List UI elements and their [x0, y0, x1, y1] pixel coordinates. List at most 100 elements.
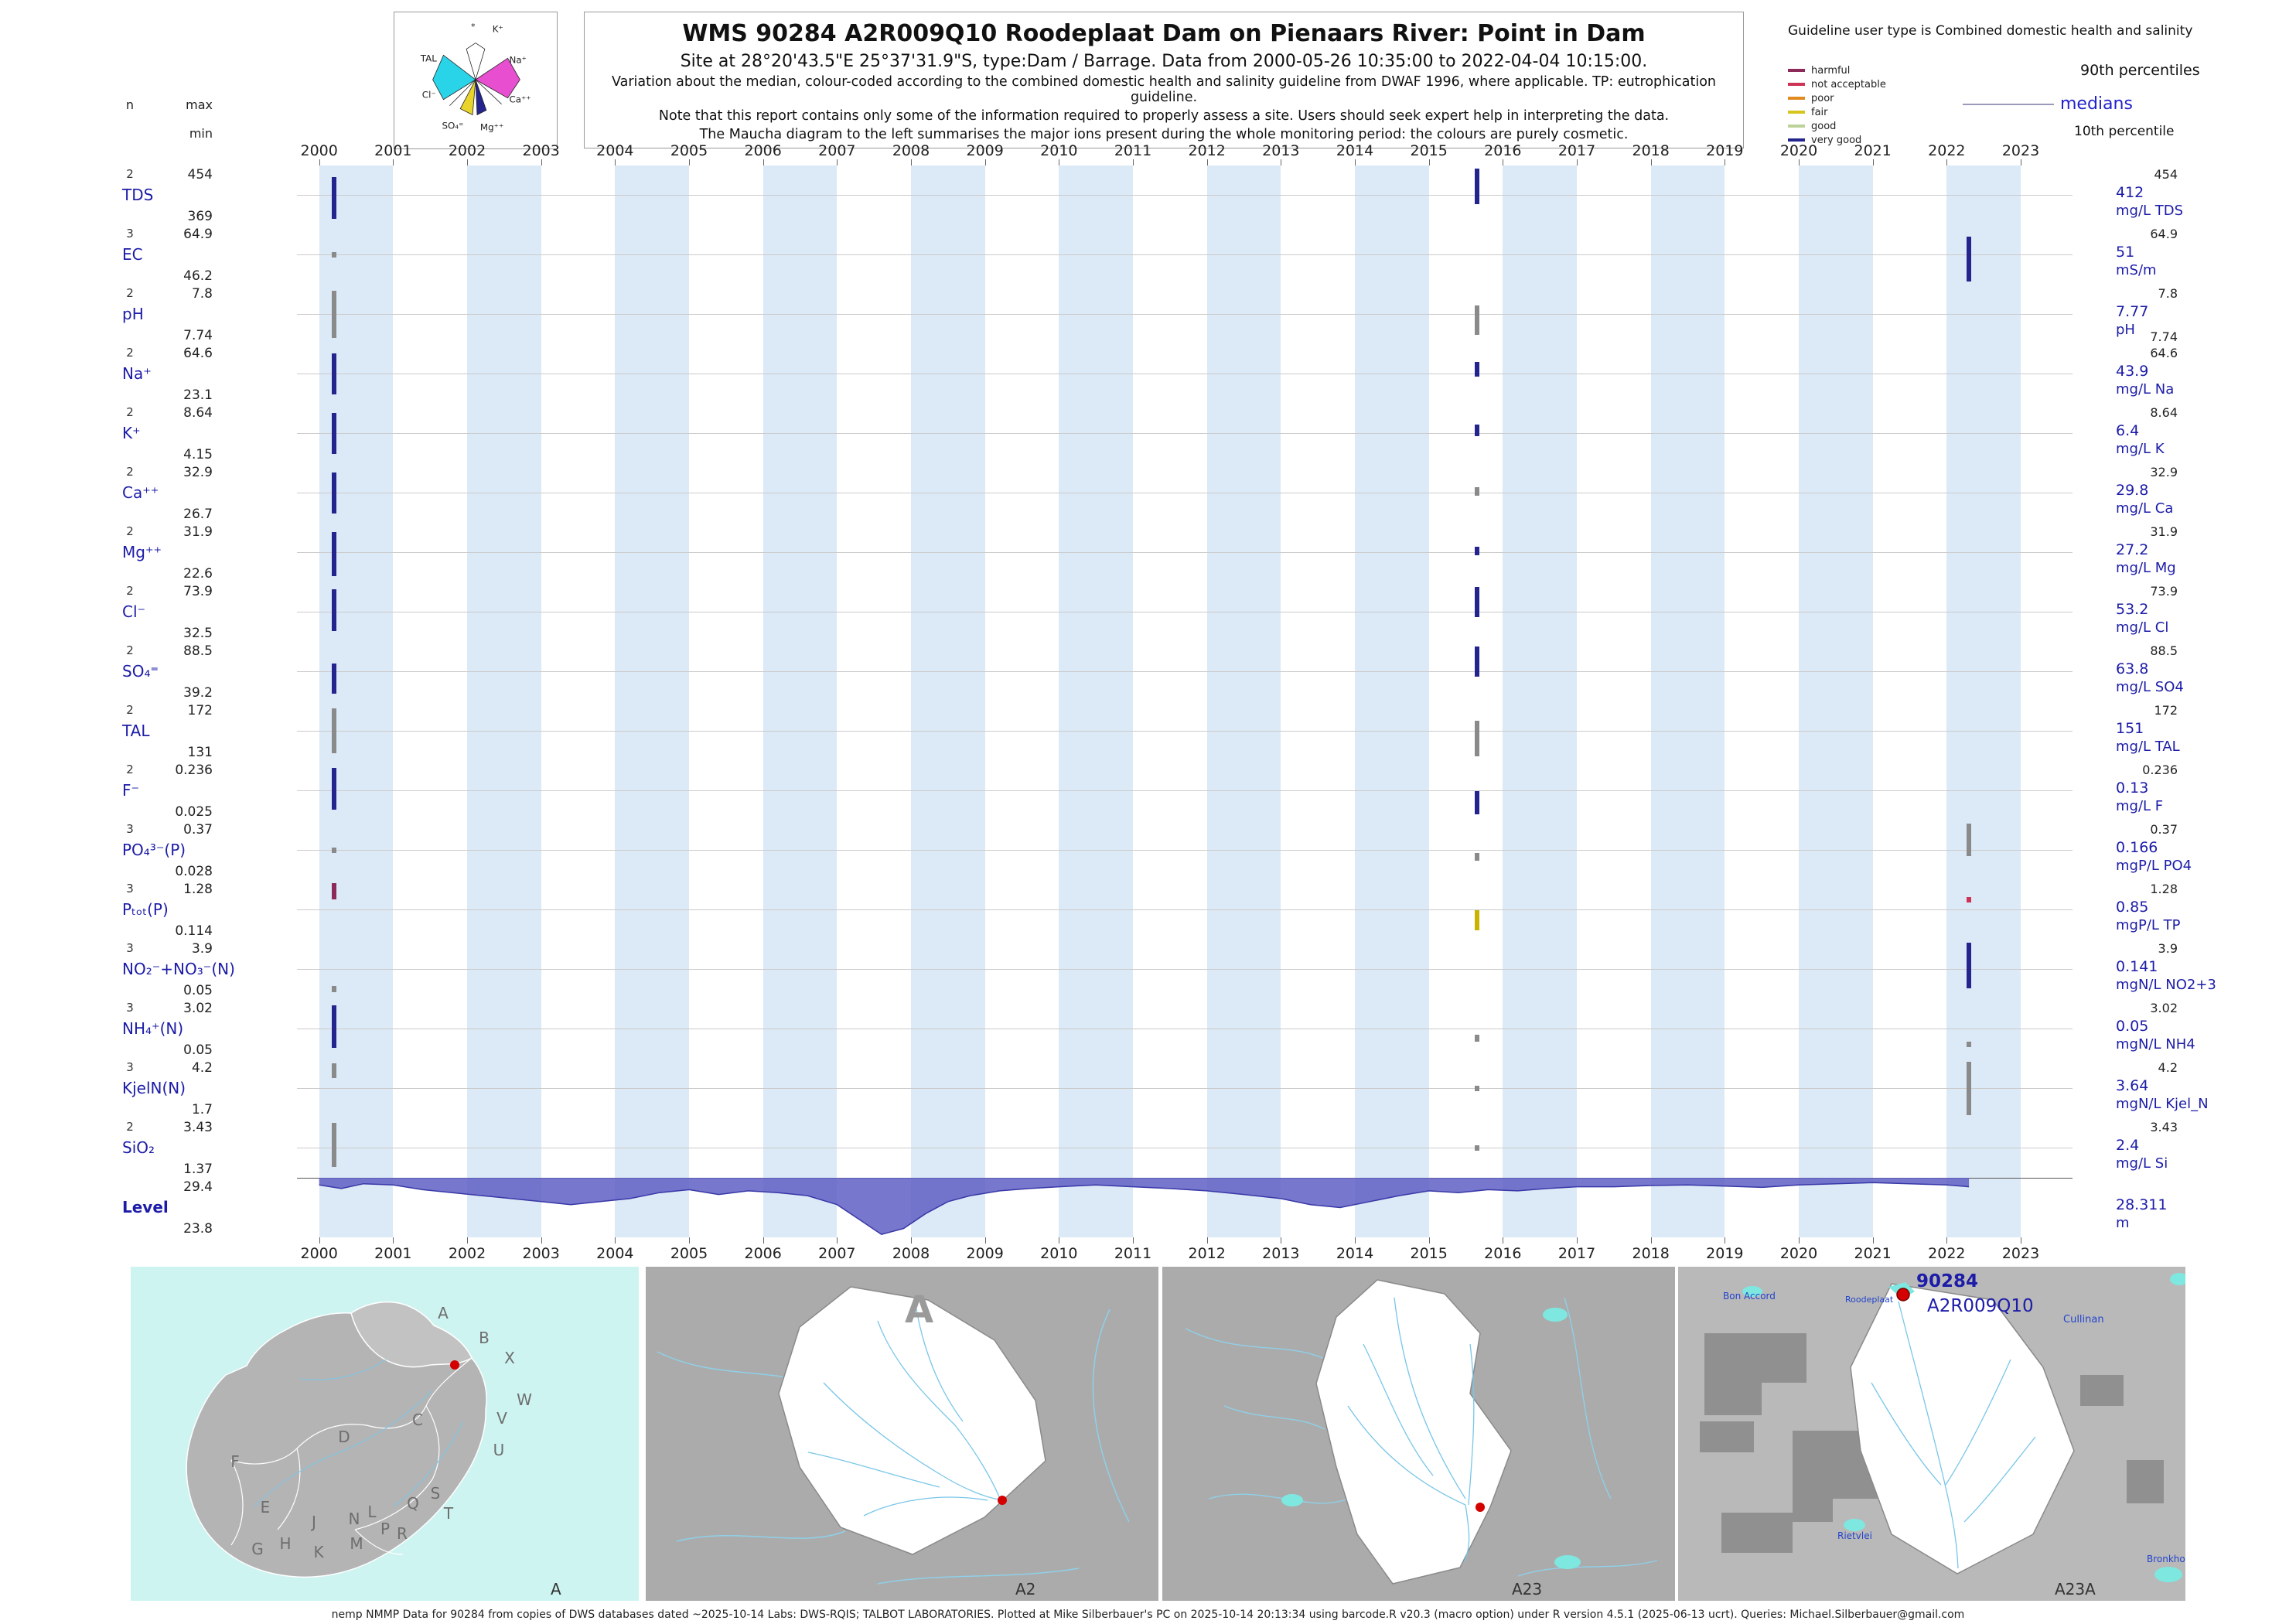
- row-n-count: 3: [126, 1001, 134, 1015]
- axis-tick-top: [984, 159, 986, 165]
- year-label-bottom: 2023: [2001, 1245, 2040, 1262]
- maucha-ion-so4: SO₄⁼: [442, 120, 463, 131]
- guideline-class-item: not acceptable: [1788, 77, 1886, 91]
- axis-tick-top: [1946, 159, 1948, 165]
- sample-bar: [331, 353, 336, 395]
- row-n-count: 2: [126, 346, 134, 360]
- row-max-value: 172: [187, 703, 213, 718]
- row-median-line: [297, 909, 2073, 910]
- year-label-bottom: 2008: [892, 1245, 930, 1262]
- row-right-max: 3.43: [2150, 1120, 2178, 1134]
- year-label-bottom: 2020: [1779, 1245, 1818, 1262]
- axis-tick-top: [393, 159, 394, 165]
- water-body: [1554, 1555, 1581, 1569]
- region-letter-u: U: [493, 1441, 505, 1459]
- year-label-top: 2020: [1779, 142, 1818, 159]
- axis-tick-bottom: [319, 1237, 320, 1244]
- sample-bar: [1474, 486, 1479, 496]
- row-max-value: 64.6: [183, 346, 213, 361]
- row-right-unit: mgN/L NH4: [2116, 1036, 2195, 1053]
- sample-bar: [1967, 1061, 1972, 1116]
- row-min-value: 0.05: [183, 1042, 213, 1058]
- year-label-top: 2009: [966, 142, 1004, 159]
- report-header: WMS 90284 A2R009Q10 Roodeplaat Dam on Pi…: [584, 12, 1744, 148]
- row-right-max: 7.8: [2158, 286, 2178, 301]
- row-median-line: [297, 850, 2073, 851]
- region-boundaries: [230, 1357, 473, 1555]
- row-right-unit: mS/m: [2116, 262, 2157, 278]
- region-letter-g: G: [251, 1540, 264, 1558]
- region-letter-t: T: [443, 1504, 454, 1523]
- place-rietvlei: Rietvlei: [1837, 1530, 1872, 1541]
- year-label-top: 2011: [1114, 142, 1152, 159]
- map-south-africa: A BX W C VU D F E QST LN J G H K MP R A: [131, 1267, 639, 1601]
- axis-tick-top: [689, 159, 691, 165]
- sample-bar: [1474, 546, 1479, 556]
- year-label-top: 2001: [374, 142, 412, 159]
- site-marker: [450, 1360, 459, 1370]
- year-label-bottom: 2005: [670, 1245, 708, 1262]
- maucha-ion-k: K⁺: [493, 24, 503, 35]
- level-area: [319, 1178, 1970, 1235]
- year-label-bottom: 2007: [818, 1245, 856, 1262]
- axis-tick-top: [1872, 159, 1874, 165]
- catchment-a23a-outline: [1850, 1283, 2075, 1575]
- row-right-median: 7.77: [2116, 303, 2149, 320]
- row-min-value: 39.2: [183, 685, 213, 701]
- year-label-top: 2021: [1854, 142, 1892, 159]
- row-right-unit: mg/L SO4: [2116, 679, 2184, 695]
- guideline-class-label: not acceptable: [1811, 78, 1886, 90]
- year-label-bottom: 2003: [522, 1245, 560, 1262]
- axis-tick-bottom: [1206, 1237, 1208, 1244]
- row-max-value: 8.64: [183, 405, 213, 421]
- sample-bar: [1474, 1085, 1479, 1092]
- sample-bar: [331, 589, 336, 632]
- axis-tick-bottom: [984, 1237, 986, 1244]
- guideline-class-swatch: [1788, 138, 1805, 142]
- stats-header-n: n: [125, 97, 135, 112]
- place-bronkho: Bronkho: [2147, 1554, 2185, 1564]
- sample-bar: [1967, 942, 1972, 989]
- sample-bar: [1967, 896, 1972, 903]
- row-max-value: 454: [187, 167, 213, 183]
- region-letter-v: V: [496, 1409, 507, 1428]
- row-param-label: NO₂⁻+NO₃⁻(N): [122, 960, 235, 978]
- site-marker: [1476, 1503, 1485, 1512]
- row-right-max: 3.9: [2158, 941, 2178, 956]
- row-right-median: 53.2: [2116, 601, 2149, 618]
- region-letter-s: S: [431, 1484, 441, 1503]
- place-bon-accord: Bon Accord: [1723, 1291, 1776, 1302]
- year-label-top: 2013: [1262, 142, 1300, 159]
- water-body: [1281, 1494, 1303, 1506]
- year-stripe: [1206, 165, 1281, 1237]
- watermark-region-a: A: [905, 1288, 933, 1332]
- sample-bar: [331, 986, 336, 992]
- year-label-bottom: 2006: [744, 1245, 782, 1262]
- row-param-label: Mg⁺⁺: [122, 543, 162, 561]
- guideline-legend: Guideline user type is Combined domestic…: [1779, 23, 2289, 147]
- year-label-bottom: 2016: [1484, 1245, 1522, 1262]
- year-stripe: [1503, 165, 1578, 1237]
- year-label-top: 2017: [1557, 142, 1596, 159]
- sample-bar: [1474, 1035, 1479, 1042]
- maucha-ion-cl: Cl⁻: [422, 90, 436, 101]
- catchment-a2-outline: [778, 1286, 1046, 1555]
- sample-bar: [331, 177, 336, 220]
- row-max-value: 32.9: [183, 465, 213, 480]
- row-right-median: 412: [2116, 184, 2144, 201]
- panel-label-a23a: A23A: [2055, 1580, 2096, 1598]
- year-label-bottom: 2001: [374, 1245, 412, 1262]
- guideline-class-label: harmful: [1811, 64, 1851, 77]
- row-max-value: 88.5: [183, 643, 213, 659]
- year-label-bottom: 2011: [1114, 1245, 1152, 1262]
- row-param-label: TDS: [122, 186, 154, 204]
- sample-bar: [331, 412, 336, 455]
- axis-tick-bottom: [541, 1237, 542, 1244]
- region-letter-l: L: [367, 1503, 377, 1521]
- row-right-median: 0.166: [2116, 839, 2158, 856]
- row-n-count: 2: [126, 584, 134, 598]
- row-param-label: SiO₂: [122, 1138, 155, 1157]
- row-right-median: 29.8: [2116, 482, 2149, 499]
- year-label-top: 2004: [596, 142, 634, 159]
